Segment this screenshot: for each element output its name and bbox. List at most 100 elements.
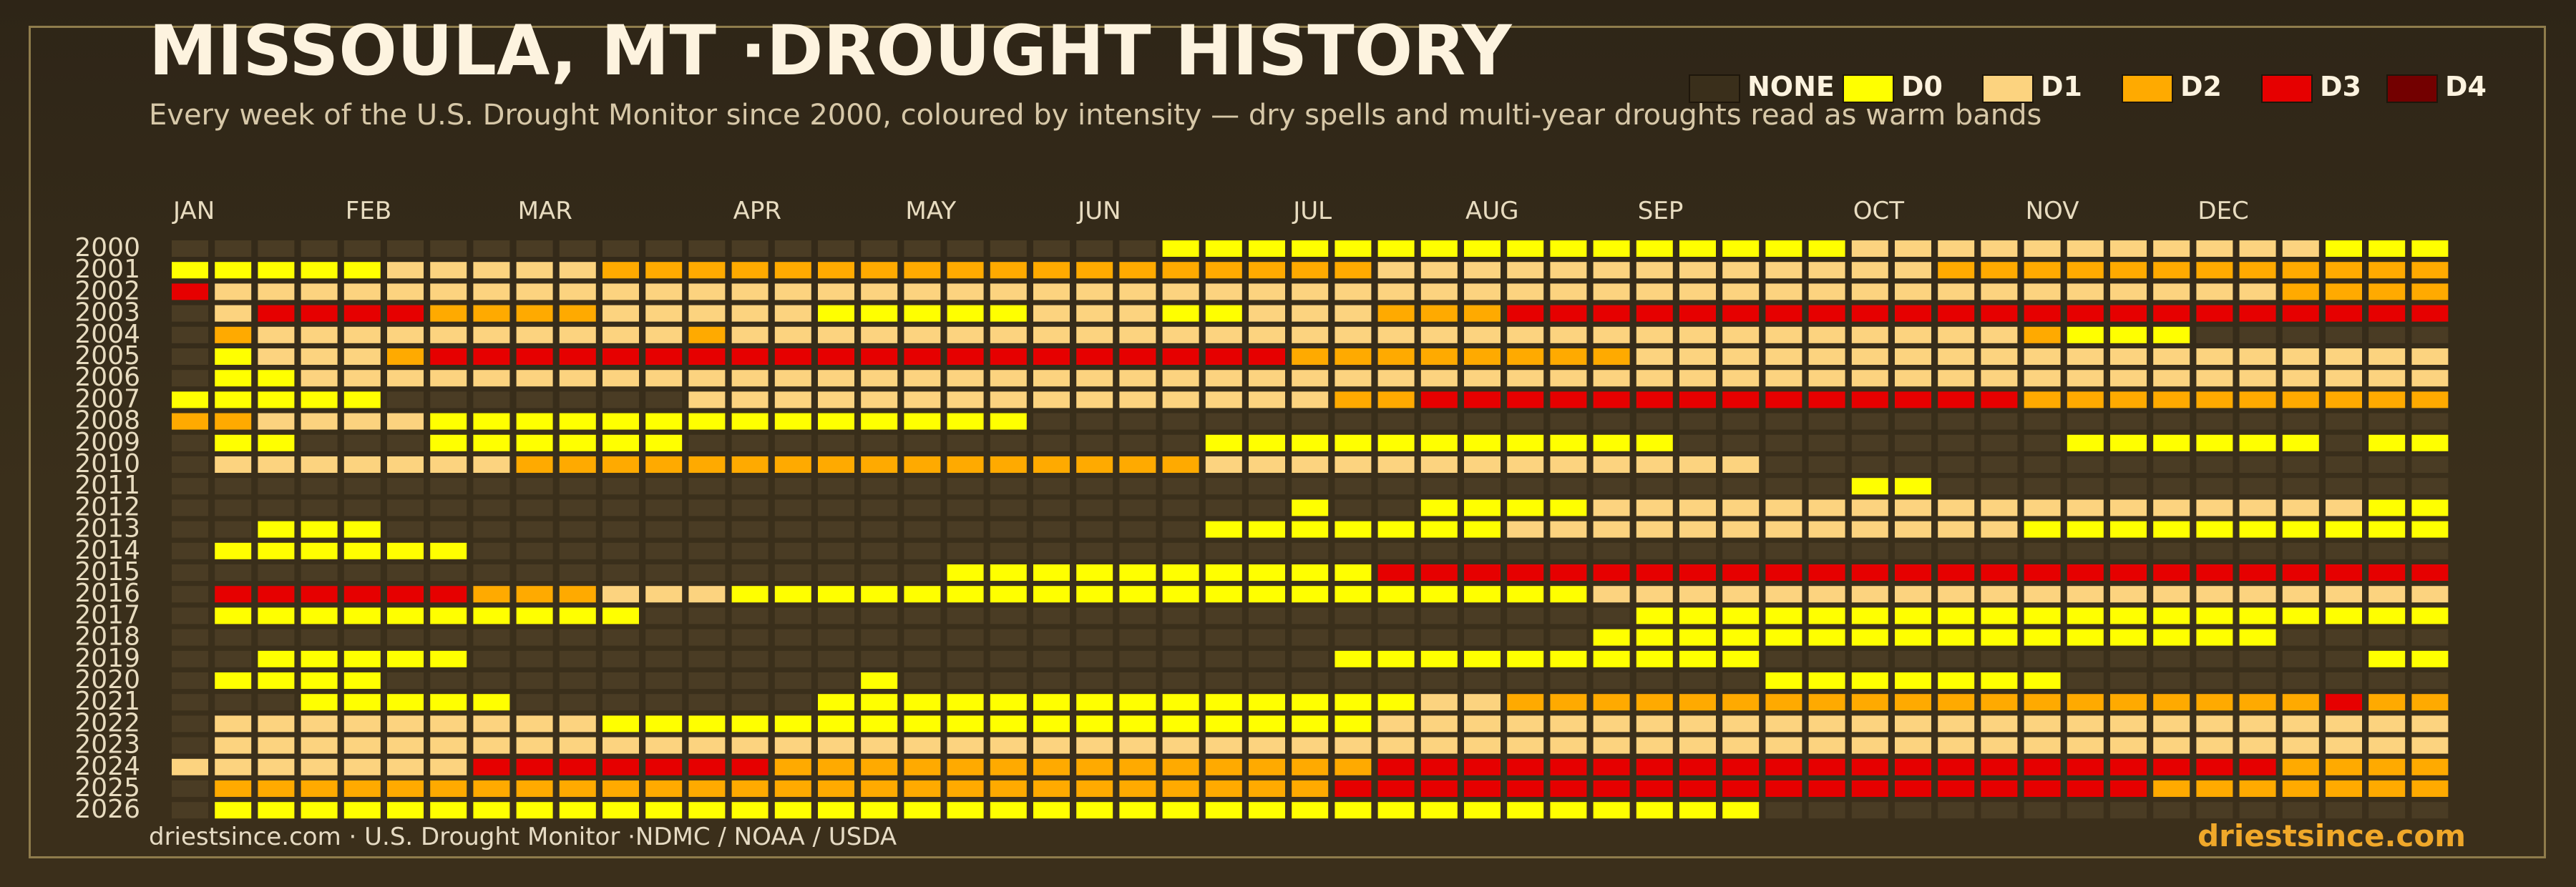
cell-2001-w4 bbox=[301, 262, 338, 279]
cell-2003-w24 bbox=[1162, 305, 1199, 322]
cell-2020-w37 bbox=[1722, 672, 1760, 689]
cell-2017-w10 bbox=[559, 607, 596, 624]
cell-2025-w37 bbox=[1722, 780, 1760, 797]
cell-2026-w42 bbox=[1938, 802, 1975, 819]
cell-2007-w4 bbox=[301, 391, 338, 408]
cell-2016-w44 bbox=[2024, 586, 2061, 603]
cell-2019-w50 bbox=[2282, 650, 2319, 667]
cell-2022-w38 bbox=[1765, 715, 1802, 732]
cell-2026-w36 bbox=[1679, 802, 1716, 819]
cell-2020-w24 bbox=[1162, 672, 1199, 689]
year-label-2022: 2022 bbox=[74, 708, 140, 737]
cell-2020-w31 bbox=[1464, 672, 1501, 689]
cell-2009-w26 bbox=[1249, 434, 1285, 451]
cell-2005-w50 bbox=[2282, 348, 2319, 365]
cell-2015-w13 bbox=[688, 564, 726, 581]
cell-2009-w12 bbox=[645, 434, 683, 451]
cell-2002-w34 bbox=[1593, 283, 1630, 300]
cell-2007-w40 bbox=[1851, 391, 1888, 408]
cell-2022-w49 bbox=[2239, 715, 2276, 732]
cell-2008-w37 bbox=[1722, 413, 1760, 430]
cell-2017-w50 bbox=[2282, 607, 2319, 624]
cell-2012-w27 bbox=[1292, 499, 1329, 516]
cell-2005-w47 bbox=[2153, 348, 2190, 365]
cell-2026-w6 bbox=[387, 802, 424, 819]
cell-2012-w7 bbox=[430, 499, 467, 516]
cell-2017-w9 bbox=[516, 607, 553, 624]
cell-2000-w12 bbox=[645, 240, 683, 257]
cell-2019-w49 bbox=[2239, 650, 2276, 667]
cell-2005-w8 bbox=[473, 348, 510, 365]
cell-2024-w25 bbox=[1205, 758, 1242, 775]
cell-2011-w51 bbox=[2326, 478, 2362, 495]
cell-2025-w45 bbox=[2067, 780, 2104, 797]
cell-2010-w28 bbox=[1335, 456, 1372, 473]
cell-2021-w41 bbox=[1895, 694, 1931, 711]
cell-2022-w39 bbox=[1808, 715, 1845, 732]
cell-2012-w11 bbox=[602, 499, 639, 516]
cell-2014-w26 bbox=[1249, 542, 1285, 559]
cell-2015-w18 bbox=[904, 564, 941, 581]
cell-2003-w12 bbox=[645, 305, 683, 322]
cell-2018-w20 bbox=[990, 629, 1027, 646]
cell-2003-w8 bbox=[473, 305, 510, 322]
cell-2025-w8 bbox=[473, 780, 510, 797]
cell-2011-w41 bbox=[1895, 478, 1931, 495]
cell-2013-w46 bbox=[2110, 521, 2147, 538]
cell-2023-w30 bbox=[1420, 737, 1458, 754]
cell-2013-w6 bbox=[387, 521, 424, 538]
cell-2019-w43 bbox=[1981, 650, 2018, 667]
cell-2004-w34 bbox=[1593, 326, 1630, 343]
cell-2000-w47 bbox=[2153, 240, 2190, 257]
cell-2018-w21 bbox=[1033, 629, 1070, 646]
cell-2023-w46 bbox=[2110, 737, 2147, 754]
cell-2022-w24 bbox=[1162, 715, 1199, 732]
cell-2009-w41 bbox=[1895, 434, 1931, 451]
cell-2009-w5 bbox=[343, 434, 381, 451]
month-label-jan: JAN bbox=[172, 197, 215, 225]
cell-2020-w13 bbox=[688, 672, 726, 689]
cell-2002-w7 bbox=[430, 283, 467, 300]
cell-2003-w9 bbox=[516, 305, 553, 322]
cell-2013-w7 bbox=[430, 521, 467, 538]
cell-2001-w42 bbox=[1938, 262, 1975, 279]
cell-2020-w46 bbox=[2110, 672, 2147, 689]
cell-2008-w30 bbox=[1420, 413, 1458, 430]
cell-2005-w18 bbox=[904, 348, 941, 365]
cell-2009-w38 bbox=[1765, 434, 1802, 451]
cell-2025-w12 bbox=[645, 780, 683, 797]
cell-2006-w33 bbox=[1550, 370, 1587, 387]
cell-2015-w6 bbox=[387, 564, 424, 581]
cell-2013-w42 bbox=[1938, 521, 1975, 538]
cell-2022-w2 bbox=[215, 715, 252, 732]
cell-2022-w4 bbox=[301, 715, 338, 732]
cell-2023-w37 bbox=[1722, 737, 1760, 754]
cell-2006-w12 bbox=[645, 370, 683, 387]
cell-2019-w8 bbox=[473, 650, 510, 667]
cell-2005-w51 bbox=[2326, 348, 2362, 365]
cell-2012-w5 bbox=[343, 499, 381, 516]
cell-2015-w41 bbox=[1895, 564, 1931, 581]
cell-2003-w42 bbox=[1938, 305, 1975, 322]
cell-2012-w51 bbox=[2326, 499, 2362, 516]
year-label-2024: 2024 bbox=[74, 752, 140, 781]
cell-2009-w19 bbox=[947, 434, 984, 451]
cell-2006-w45 bbox=[2067, 370, 2104, 387]
cell-2001-w3 bbox=[258, 262, 295, 279]
cell-2014-w39 bbox=[1808, 542, 1845, 559]
cell-2005-w38 bbox=[1765, 348, 1802, 365]
cell-2003-w45 bbox=[2067, 305, 2104, 322]
cell-2005-w2 bbox=[215, 348, 252, 365]
cell-2016-w52 bbox=[2368, 586, 2406, 603]
cell-2007-w26 bbox=[1249, 391, 1285, 408]
cell-2023-w53 bbox=[2411, 737, 2449, 754]
cell-2013-w25 bbox=[1205, 521, 1242, 538]
cell-2005-w7 bbox=[430, 348, 467, 365]
cell-2009-w48 bbox=[2196, 434, 2233, 451]
cell-2004-w29 bbox=[1377, 326, 1415, 343]
cell-2022-w37 bbox=[1722, 715, 1760, 732]
cell-2000-w31 bbox=[1464, 240, 1501, 257]
cell-2009-w15 bbox=[774, 434, 811, 451]
cell-2010-w1 bbox=[172, 456, 208, 473]
cell-2018-w14 bbox=[731, 629, 769, 646]
